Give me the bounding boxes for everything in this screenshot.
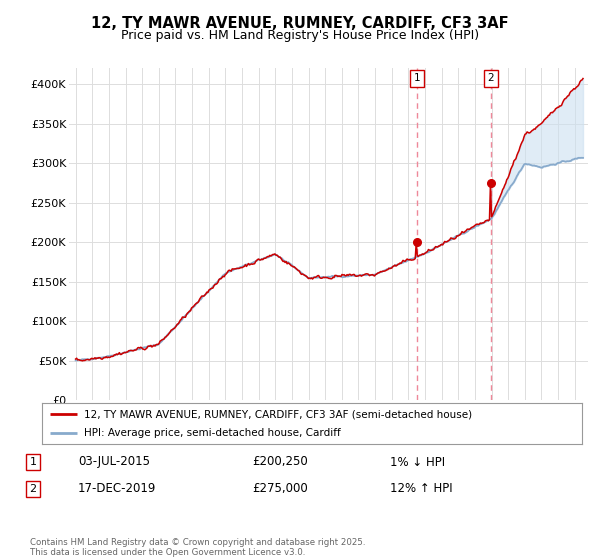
Text: 17-DEC-2019: 17-DEC-2019 xyxy=(78,482,157,496)
Text: HPI: Average price, semi-detached house, Cardiff: HPI: Average price, semi-detached house,… xyxy=(84,428,341,437)
Text: 1: 1 xyxy=(413,73,420,83)
Text: £200,250: £200,250 xyxy=(252,455,308,469)
Text: 12, TY MAWR AVENUE, RUMNEY, CARDIFF, CF3 3AF: 12, TY MAWR AVENUE, RUMNEY, CARDIFF, CF3… xyxy=(91,16,509,31)
Text: Price paid vs. HM Land Registry's House Price Index (HPI): Price paid vs. HM Land Registry's House … xyxy=(121,29,479,42)
Text: Contains HM Land Registry data © Crown copyright and database right 2025.
This d: Contains HM Land Registry data © Crown c… xyxy=(30,538,365,557)
Text: 12% ↑ HPI: 12% ↑ HPI xyxy=(390,482,452,496)
Text: 1: 1 xyxy=(29,457,37,467)
Text: 2: 2 xyxy=(29,484,37,494)
Text: 12, TY MAWR AVENUE, RUMNEY, CARDIFF, CF3 3AF (semi-detached house): 12, TY MAWR AVENUE, RUMNEY, CARDIFF, CF3… xyxy=(84,409,472,419)
Text: 1% ↓ HPI: 1% ↓ HPI xyxy=(390,455,445,469)
Text: £275,000: £275,000 xyxy=(252,482,308,496)
Text: 2: 2 xyxy=(487,73,494,83)
Text: 03-JUL-2015: 03-JUL-2015 xyxy=(78,455,150,469)
